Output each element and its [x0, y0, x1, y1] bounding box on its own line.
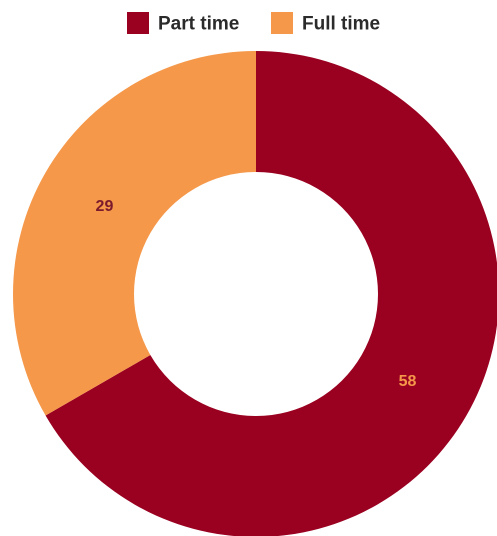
slice-full-time — [13, 51, 257, 416]
data-labels: 58 29 — [96, 198, 417, 390]
data-label-full-time: 29 — [96, 198, 114, 215]
legend: Part time Full time — [127, 12, 380, 35]
legend-label-full-time: Full time — [302, 14, 380, 35]
legend-label-part-time: Part time — [158, 14, 239, 35]
legend-swatch-full-time — [271, 12, 293, 34]
legend-swatch-part-time — [127, 12, 149, 34]
slice-part-time — [45, 51, 497, 536]
donut-slices — [13, 51, 497, 536]
data-label-part-time: 58 — [399, 373, 417, 390]
